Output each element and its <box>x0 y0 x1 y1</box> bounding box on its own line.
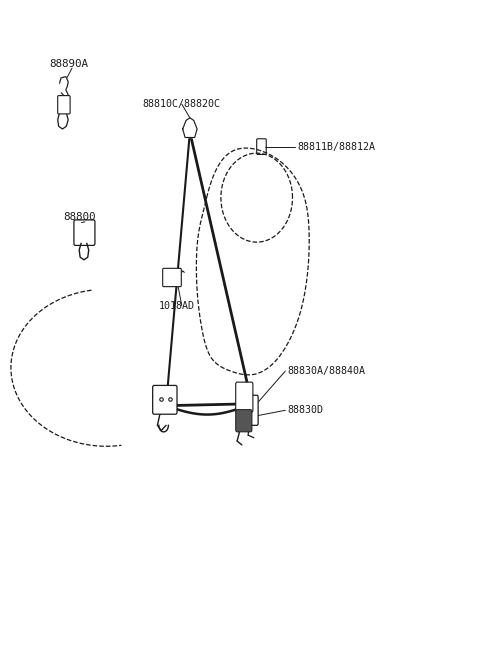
FancyBboxPatch shape <box>74 220 95 246</box>
FancyBboxPatch shape <box>236 409 252 432</box>
Text: 88830A/88840A: 88830A/88840A <box>288 366 366 376</box>
Text: 88811B/88812A: 88811B/88812A <box>297 142 375 152</box>
Polygon shape <box>60 77 68 99</box>
FancyBboxPatch shape <box>257 139 266 154</box>
Text: 1018AD: 1018AD <box>159 301 195 311</box>
Polygon shape <box>183 118 197 137</box>
FancyBboxPatch shape <box>58 96 70 114</box>
FancyBboxPatch shape <box>153 386 177 414</box>
Text: 88830D: 88830D <box>288 405 324 415</box>
Text: 88810C/88820C: 88810C/88820C <box>142 99 220 109</box>
FancyBboxPatch shape <box>163 268 181 286</box>
Text: 88890A: 88890A <box>49 58 88 68</box>
Text: 88800: 88800 <box>63 212 96 222</box>
FancyBboxPatch shape <box>236 382 253 412</box>
FancyBboxPatch shape <box>246 396 258 425</box>
